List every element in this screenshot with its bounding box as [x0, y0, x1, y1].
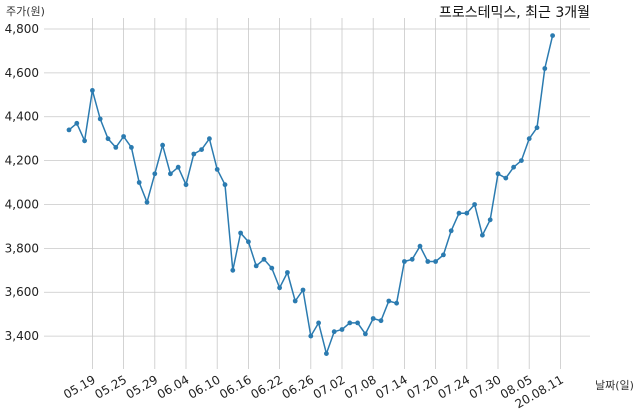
- data-point: [316, 320, 321, 326]
- data-point: [331, 329, 337, 335]
- price-points: [66, 33, 555, 356]
- data-point: [66, 127, 72, 133]
- data-point: [277, 285, 282, 291]
- y-tick-label: 4,800: [5, 22, 39, 36]
- data-point: [253, 263, 259, 269]
- data-point: [261, 256, 267, 262]
- x-tick-label: 07.08: [342, 372, 379, 401]
- data-point: [503, 175, 509, 181]
- data-point: [160, 142, 166, 148]
- data-point: [292, 298, 298, 304]
- data-point: [425, 259, 431, 264]
- y-tick-label: 3,400: [5, 329, 39, 343]
- data-point: [269, 265, 275, 271]
- data-point: [199, 147, 205, 153]
- data-point: [534, 125, 540, 131]
- data-point: [370, 316, 376, 321]
- data-point: [402, 259, 407, 264]
- data-point: [105, 136, 111, 142]
- y-tick-label: 4,200: [5, 154, 39, 168]
- data-point: [308, 333, 314, 339]
- data-point: [136, 180, 142, 185]
- data-point: [82, 138, 87, 144]
- data-point: [378, 318, 384, 324]
- data-point: [285, 270, 290, 275]
- data-point: [519, 158, 524, 164]
- x-tick-label: 06.16: [217, 372, 254, 401]
- data-point: [230, 267, 236, 273]
- data-point: [464, 210, 470, 216]
- data-point: [246, 239, 251, 245]
- data-point: [121, 134, 126, 139]
- y-axis-label: 주가(원): [6, 5, 45, 18]
- x-axis-ticks: 05.1905.2505.2906.0406.1006.1606.2206.26…: [61, 372, 566, 411]
- data-point: [113, 145, 119, 150]
- data-point: [495, 171, 501, 177]
- data-point: [183, 182, 189, 188]
- data-point: [129, 145, 134, 150]
- data-point: [480, 232, 485, 238]
- x-tick-label: 05.19: [61, 372, 98, 401]
- data-point: [207, 136, 212, 142]
- data-point: [511, 164, 516, 170]
- x-gridlines: [92, 18, 561, 369]
- data-point: [417, 243, 423, 249]
- data-point: [168, 171, 173, 177]
- x-axis-label: 날짜(일): [595, 378, 634, 392]
- data-point: [386, 298, 392, 304]
- chart-title: 프로스테믹스, 최근 3개월: [439, 5, 590, 21]
- data-point: [300, 287, 306, 293]
- data-point: [339, 327, 345, 332]
- y-gridlines: [44, 28, 590, 337]
- x-tick-label: 05.29: [124, 372, 161, 401]
- y-axis-ticks: 3,400 3,600 3,800 4,000 4,200 4,400 4,600 4,800: [5, 22, 39, 343]
- data-point: [97, 116, 103, 122]
- data-point: [214, 167, 220, 172]
- data-point: [394, 300, 399, 306]
- data-point: [152, 171, 158, 177]
- y-tick-label: 3,600: [5, 285, 39, 299]
- y-tick-label: 4,600: [5, 66, 39, 80]
- data-point: [550, 33, 555, 38]
- x-tick-label: 06.04: [155, 372, 192, 401]
- data-point: [191, 151, 197, 157]
- data-point: [448, 228, 454, 234]
- x-tick-label: 07.20: [404, 372, 441, 401]
- data-point: [526, 136, 532, 142]
- data-point: [222, 182, 228, 188]
- x-tick-label: 07.02: [311, 372, 348, 401]
- data-point: [355, 320, 360, 326]
- x-tick-label: 07.24: [436, 372, 473, 401]
- data-point: [487, 217, 493, 223]
- data-point: [441, 252, 446, 258]
- data-point: [456, 210, 462, 216]
- data-point: [347, 320, 353, 326]
- x-tick-label: 06.22: [248, 372, 285, 401]
- data-point: [409, 256, 415, 262]
- data-point: [363, 331, 368, 337]
- data-point: [238, 230, 244, 236]
- data-point: [472, 202, 477, 207]
- data-point: [542, 66, 548, 71]
- data-point: [175, 164, 181, 170]
- data-point: [324, 351, 329, 356]
- data-point: [90, 88, 95, 93]
- x-tick-label: 07.30: [467, 372, 504, 401]
- y-tick-label: 3,800: [5, 241, 39, 255]
- x-tick-label: 07.14: [373, 372, 410, 401]
- data-point: [144, 199, 150, 205]
- y-tick-label: 4,000: [5, 197, 39, 211]
- x-tick-label: 06.10: [186, 372, 223, 401]
- data-point: [433, 259, 438, 264]
- y-tick-label: 4,400: [5, 110, 39, 124]
- x-tick-label: 06.26: [280, 372, 317, 401]
- x-tick-label: 05.25: [92, 372, 129, 401]
- data-point: [74, 120, 80, 126]
